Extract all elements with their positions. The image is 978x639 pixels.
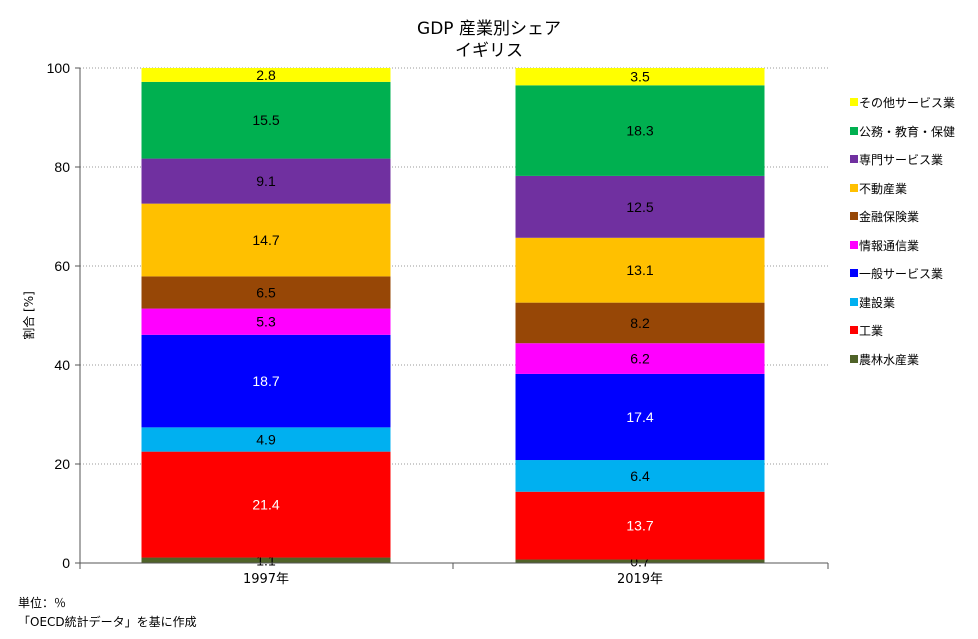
bar-segment <box>515 491 765 560</box>
y-tick-label: 100 <box>47 60 71 76</box>
data-label: 15.5 <box>252 112 279 128</box>
data-label: 4.9 <box>256 431 276 447</box>
bar-segment <box>141 557 391 563</box>
x-tick-label: 1997年 <box>243 572 289 587</box>
y-tick-label: 20 <box>54 456 70 472</box>
data-label: 18.7 <box>252 373 279 389</box>
bar-segment <box>515 559 765 563</box>
bar-segment <box>515 175 765 238</box>
y-tick-label: 80 <box>54 159 70 175</box>
bar-segment <box>141 334 391 428</box>
bar-segment <box>141 68 391 82</box>
y-axis-label: 割合 [%] <box>21 291 36 340</box>
legend-swatch <box>850 297 858 306</box>
y-tick-label: 60 <box>54 258 70 274</box>
bar-segment <box>141 276 391 309</box>
legend-label: 不動産業 <box>859 181 908 196</box>
source-note: 「OECD統計データ」を基に作成 <box>18 615 197 629</box>
legend-swatch <box>850 269 858 277</box>
legend-label: 専門サービス業 <box>859 153 944 167</box>
data-label: 12.5 <box>626 199 653 215</box>
legend-swatch <box>850 183 858 192</box>
bar-segment <box>141 451 391 558</box>
y-tick-label: 0 <box>62 555 70 571</box>
legend-swatch <box>850 98 858 106</box>
bar-segment <box>141 158 391 204</box>
chart-title: GDP 産業別シェア <box>417 19 561 39</box>
chart-subtitle: イギリス <box>455 41 523 61</box>
data-label: 8.2 <box>630 315 650 331</box>
data-label: 6.5 <box>256 284 276 300</box>
bar-segment <box>515 85 765 176</box>
bar-segment <box>141 427 391 452</box>
x-tick-label: 2019年 <box>617 572 663 587</box>
data-label: 5.3 <box>256 314 276 330</box>
data-label: 17.4 <box>626 409 653 425</box>
data-label: 13.7 <box>626 518 653 534</box>
bar-segment <box>515 373 765 461</box>
legend-label: その他サービス業 <box>859 96 956 110</box>
bar-segment <box>515 302 765 344</box>
bar-segment <box>515 237 765 303</box>
bar-segment <box>515 343 765 374</box>
bar-segment <box>141 203 391 277</box>
data-label: 21.4 <box>252 497 279 513</box>
data-label: 14.7 <box>252 232 279 248</box>
bar-segment <box>141 81 391 159</box>
bar-segment <box>141 308 391 335</box>
legend-swatch <box>850 126 858 135</box>
data-label: 3.5 <box>630 69 650 85</box>
data-label: 18.3 <box>626 123 653 139</box>
bar-segment <box>515 460 765 492</box>
legend-label: 建設業 <box>859 295 896 310</box>
data-label: 6.4 <box>630 468 650 484</box>
legend-swatch <box>850 240 858 249</box>
data-label: 13.1 <box>626 262 653 278</box>
legend-label: 情報通信業 <box>859 238 920 253</box>
legend-label: 公務・教育・保健 <box>859 124 956 139</box>
legend-swatch <box>850 155 858 163</box>
data-label: 2.8 <box>256 67 276 83</box>
legend-label: 一般サービス業 <box>859 267 944 281</box>
y-tick-label: 40 <box>54 357 70 373</box>
legend-swatch <box>850 212 858 220</box>
legend-swatch <box>850 326 858 334</box>
data-label: 6.2 <box>630 351 650 367</box>
bar-segment <box>515 68 765 86</box>
legend-label: 工業 <box>859 324 884 338</box>
unit-note: 単位：％ <box>18 596 67 610</box>
data-label: 9.1 <box>256 173 276 189</box>
legend-label: 農林水産業 <box>859 352 920 367</box>
legend-swatch <box>850 354 858 363</box>
legend-label: 金融保険業 <box>859 210 920 224</box>
